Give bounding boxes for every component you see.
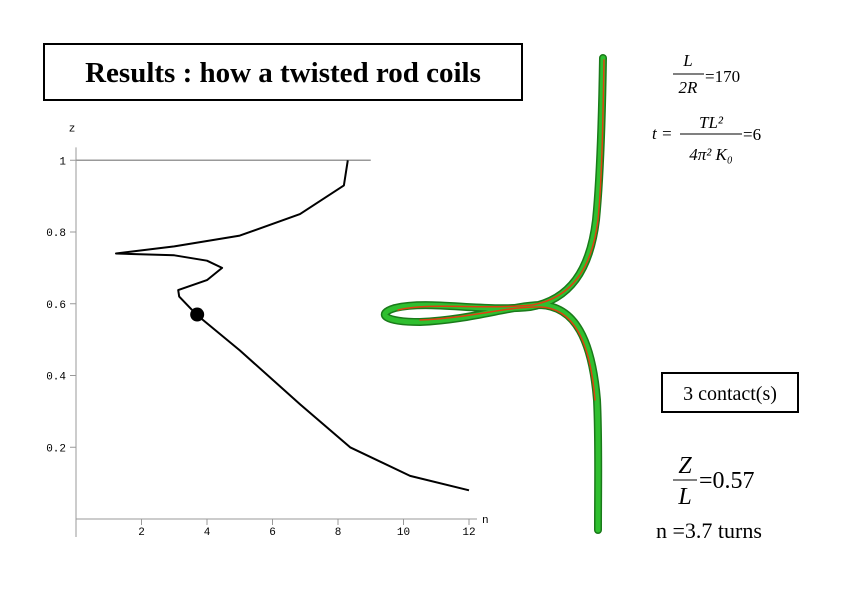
result-rhs: =0.57: [699, 468, 755, 494]
formula-denominator: 2R: [679, 78, 699, 97]
contacts: 3 contact(s): [683, 383, 777, 405]
x-tick-label: 2: [138, 527, 145, 539]
contacts-box: [661, 372, 799, 413]
y-axis-label: z: [69, 123, 76, 135]
slide-title: Results : how a twisted rod coils: [85, 57, 481, 89]
x-axis-label: n: [482, 515, 489, 527]
y-tick-label: 0.2: [46, 443, 66, 455]
formula-denominator: 4π² K₀: [689, 145, 733, 164]
y-tick-label: 1: [59, 156, 66, 168]
result-numerator: Z: [678, 453, 692, 479]
formula-numerator: L: [682, 51, 692, 70]
formula-lhs: t =: [652, 124, 672, 143]
formula-rhs: =6: [743, 125, 761, 144]
x-tick-label: 4: [204, 527, 211, 539]
x-tick-label: 12: [462, 527, 475, 539]
y-tick-label: 0.6: [46, 300, 66, 312]
rod: [380, 54, 607, 534]
turns: n =3.7 turns: [656, 518, 762, 543]
y-tick-label: 0.4: [46, 372, 66, 384]
plot: n z 2 4 6 8 10 12 0.2 0.4 0.6 0.8 1: [46, 123, 488, 539]
result-denominator: L: [677, 484, 691, 510]
current-point: [190, 307, 205, 322]
x-tick-label: 6: [269, 527, 276, 539]
x-tick-label: 8: [335, 527, 342, 539]
formulas: L 2R =170 t = TL² 4π² K₀ =6: [652, 51, 761, 164]
result: Z L =0.57: [673, 453, 755, 510]
title-box: [43, 43, 523, 101]
curve: [115, 160, 470, 492]
x-tick-label: 10: [397, 527, 410, 539]
formula-numerator: TL²: [699, 113, 724, 132]
y-tick-label: 0.8: [46, 228, 66, 240]
formula-rhs: =170: [705, 67, 740, 86]
